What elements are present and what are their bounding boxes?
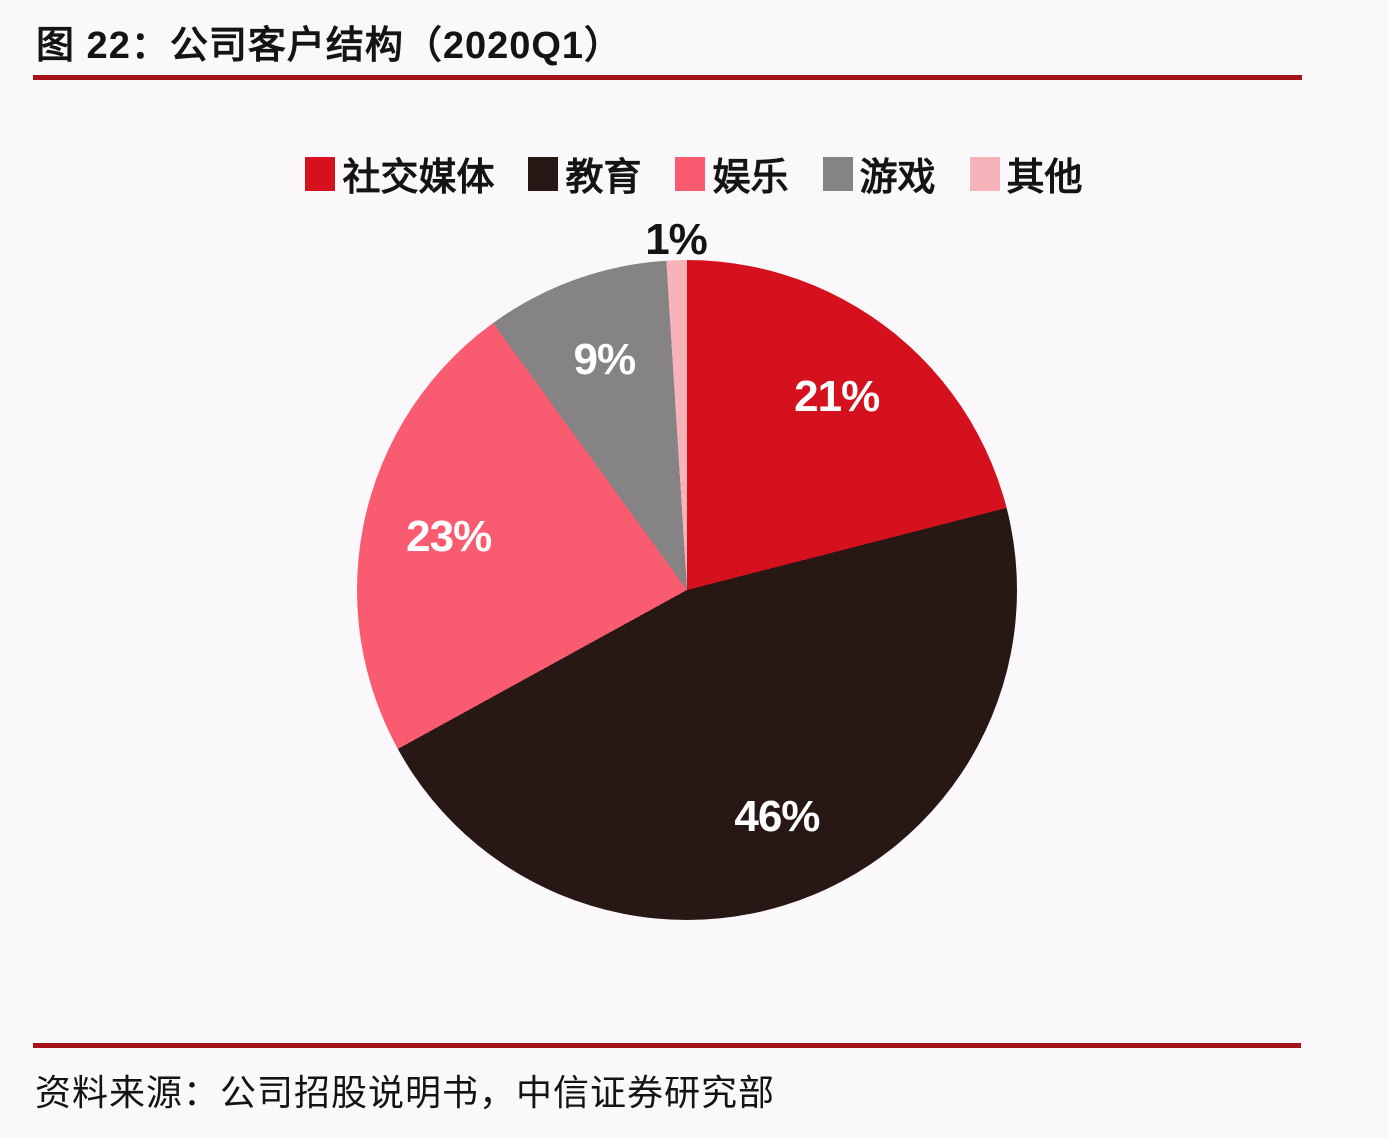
pie-chart <box>357 260 1017 920</box>
legend-label: 其他 <box>1006 157 1083 199</box>
legend-item-0: 社交媒体 <box>305 146 494 201</box>
slice-value-label-0: 21% <box>794 372 880 422</box>
legend-swatch-icon <box>528 156 559 191</box>
legend-swatch-icon <box>969 156 1000 191</box>
legend-label: 娱乐 <box>712 157 789 199</box>
legend-swatch-icon <box>305 156 336 191</box>
title-underline-rule <box>33 75 1302 80</box>
legend-swatch-icon <box>822 156 853 191</box>
legend-label: 教育 <box>565 157 642 199</box>
footer-rule <box>33 1043 1301 1048</box>
legend-item-3: 游戏 <box>822 146 936 201</box>
slice-value-label-4: 1% <box>645 215 708 265</box>
source-attribution: 资料来源：公司招股说明书，中信证券研究部 <box>35 1072 776 1113</box>
legend-label: 游戏 <box>859 157 936 199</box>
legend-swatch-icon <box>675 156 706 191</box>
figure-title: 图 22：公司客户结构（2020Q1） <box>36 25 624 67</box>
slice-value-label-1: 46% <box>734 792 820 842</box>
slice-value-label-3: 9% <box>573 335 636 385</box>
legend-label: 社交媒体 <box>342 157 495 199</box>
legend-item-1: 教育 <box>528 146 641 201</box>
legend-item-4: 其他 <box>969 146 1083 201</box>
legend-item-2: 娱乐 <box>675 146 789 201</box>
slice-value-label-2: 23% <box>406 511 492 561</box>
pie-legend: 社交媒体 教育 娱乐 游戏 其他 <box>0 146 1388 201</box>
